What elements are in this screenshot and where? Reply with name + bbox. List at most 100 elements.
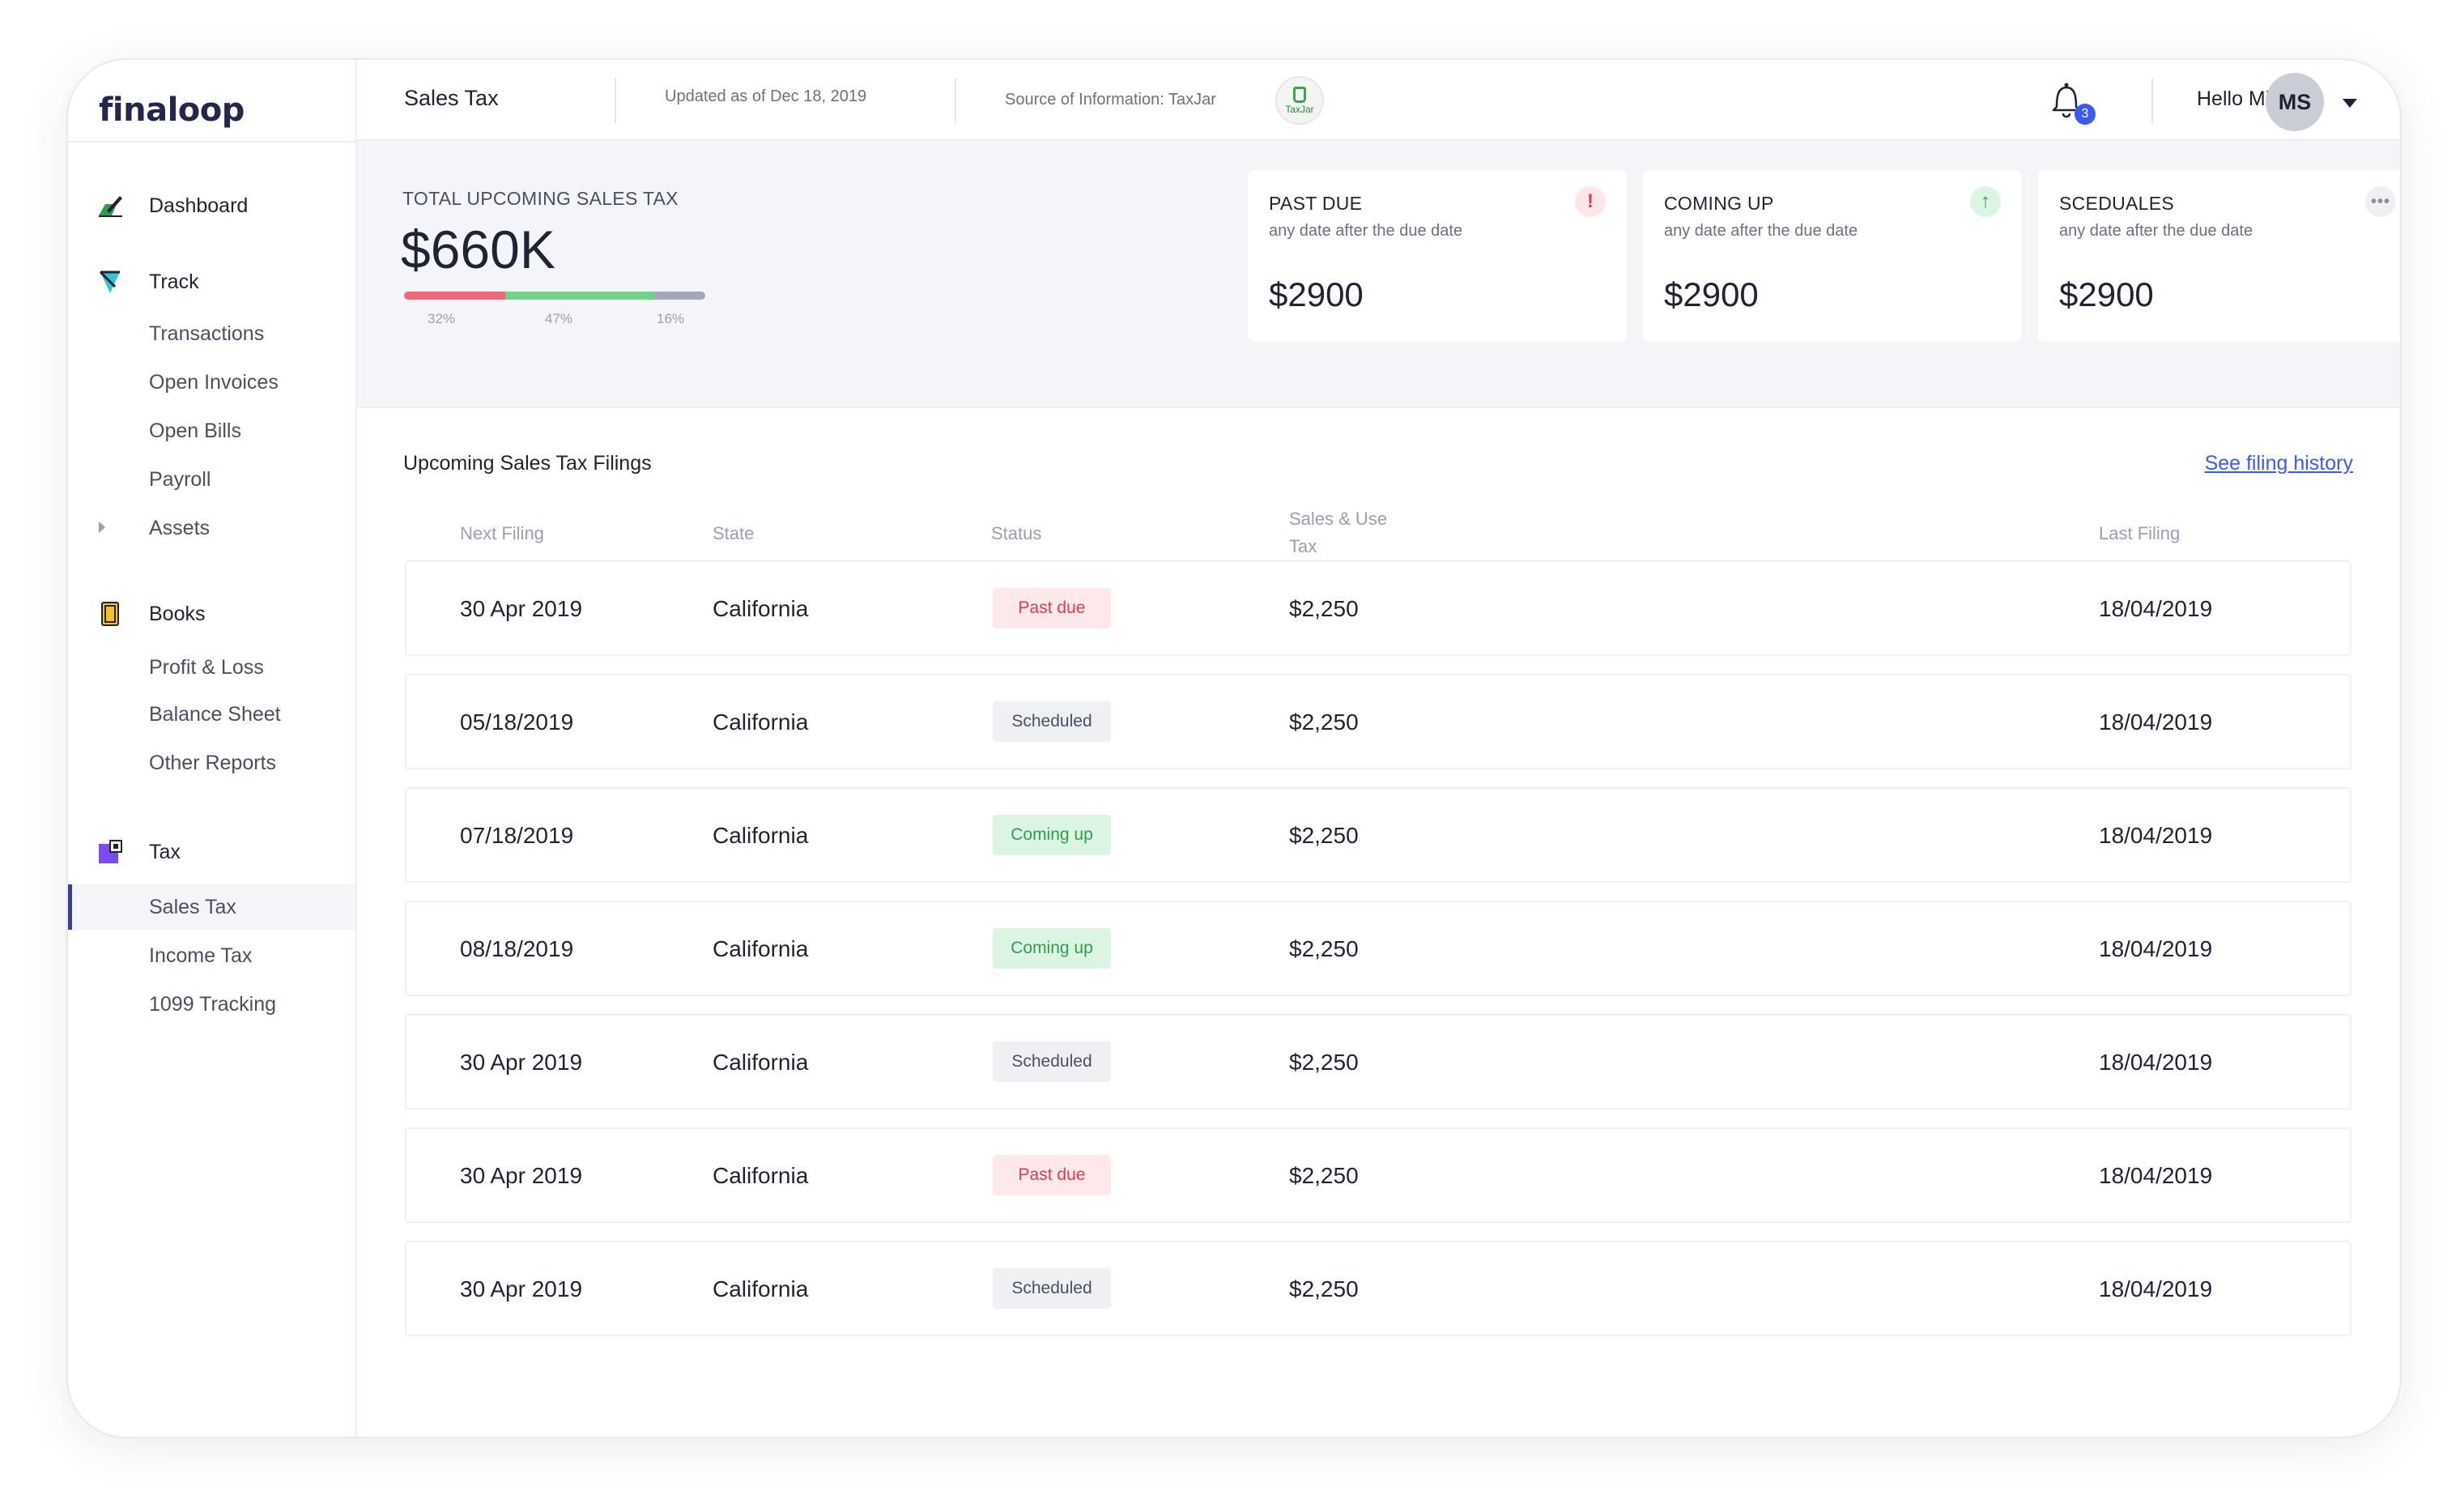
sidebar-item-label: Assets xyxy=(149,516,211,539)
sidebar-item-label: Transactions xyxy=(149,322,265,345)
sidebar-item-open-invoices[interactable]: Open Invoices xyxy=(68,360,355,405)
state-cell: California xyxy=(713,596,809,621)
scheduled-card[interactable]: SCEDUALES any date after the due date $2… xyxy=(2038,170,2400,342)
data-source: Source of Information: TaxJar xyxy=(1005,91,1216,109)
state-cell: California xyxy=(713,1163,809,1188)
sidebar-item-label: Balance Sheet xyxy=(149,702,281,726)
sidebar-item-income-tax[interactable]: Income Tax xyxy=(68,933,355,978)
divider xyxy=(2151,78,2153,123)
tax-amount-cell: $2,250 xyxy=(1289,1050,1359,1075)
table-row[interactable]: 30 Apr 2019 California $2,250 18/04/2019 Sch… xyxy=(405,1241,2351,1336)
track-icon xyxy=(96,267,125,296)
table-row[interactable]: 07/18/2019 California $2,250 18/04/2019 Comi… xyxy=(405,787,2351,883)
sidebar-section-label: Tax xyxy=(149,840,181,863)
next-filing-cell: 30 Apr 2019 xyxy=(460,1276,583,1301)
card-title: PAST DUE xyxy=(1269,193,1363,214)
taxjar-logo-text: TaxJar xyxy=(1285,103,1314,115)
card-value: $2900 xyxy=(1664,275,1759,313)
table-row[interactable]: 05/18/2019 California $2,250 18/04/2019 Sche… xyxy=(405,674,2351,769)
table-row[interactable]: 08/18/2019 California $2,250 18/04/2019 Comi… xyxy=(405,901,2351,996)
sidebar-item-profit-loss[interactable]: Profit & Loss xyxy=(68,645,355,690)
summary-panel: TOTAL UPCOMING SALES TAX $660K 32% 47% 1… xyxy=(357,141,2400,408)
sidebar-item-balance-sheet[interactable]: Balance Sheet xyxy=(68,692,355,737)
sidebar-item-label: Open Bills xyxy=(149,419,241,442)
table-row[interactable]: 30 Apr 2019 California $2,250 18/04/2019 Pas… xyxy=(405,1127,2351,1223)
column-header[interactable]: Status xyxy=(991,523,1042,543)
page-title: Sales Tax xyxy=(404,86,499,110)
tax-amount-cell: $2,250 xyxy=(1289,1276,1359,1301)
card-subtitle: any date after the due date xyxy=(2059,222,2253,240)
last-filing-cell: 18/04/2019 xyxy=(2099,1163,2213,1188)
sidebar-item-transactions[interactable]: Transactions xyxy=(68,311,355,356)
next-filing-cell: 05/18/2019 xyxy=(460,709,574,735)
sidebar-item-assets[interactable]: Assets xyxy=(68,505,355,551)
next-filing-cell: 08/18/2019 xyxy=(460,936,574,961)
breakdown-percent: 16% xyxy=(657,311,685,326)
total-value: $660K xyxy=(401,219,555,279)
sidebar-section-books[interactable]: Books xyxy=(68,598,355,630)
arrow-up-icon: ↑ xyxy=(1970,186,2001,217)
coming-up-card[interactable]: COMING UP any date after the due date $2… xyxy=(1643,170,2022,342)
card-title: COMING UP xyxy=(1664,193,1774,214)
last-filing-cell: 18/04/2019 xyxy=(2099,1050,2213,1075)
sidebar-item-label: Income Tax xyxy=(149,944,253,967)
column-header[interactable]: Last Filing xyxy=(2099,523,2181,543)
sidebar-item-label: Open Invoices xyxy=(149,370,279,394)
caret-right-icon[interactable] xyxy=(99,522,105,533)
table-row[interactable]: 30 Apr 2019 California $2,250 18/04/2019 Sch… xyxy=(405,1014,2351,1110)
card-value: $2900 xyxy=(2059,275,2154,313)
card-value: $2900 xyxy=(1269,275,1364,313)
more-icon[interactable]: ••• xyxy=(2365,186,2396,217)
next-filing-cell: 07/18/2019 xyxy=(460,823,574,848)
card-subtitle: any date after the due date xyxy=(1664,222,1858,240)
sidebar-section-label: Books xyxy=(149,602,206,625)
status-badge: Past due xyxy=(993,1155,1111,1195)
past-due-card[interactable]: PAST DUE any date after the due date $29… xyxy=(1248,170,1627,342)
table-row[interactable]: 30 Apr 2019 California $2,250 18/04/2019 Pas… xyxy=(405,560,2351,656)
divider xyxy=(68,141,355,143)
column-header[interactable]: State xyxy=(713,523,755,543)
breakdown-segment xyxy=(654,292,705,300)
column-header[interactable]: Tax xyxy=(1289,536,1317,556)
tax-breakdown-bar xyxy=(404,292,705,300)
last-updated: Updated as of Dec 18, 2019 xyxy=(665,87,867,105)
chevron-down-icon[interactable] xyxy=(2343,99,2357,108)
tax-amount-cell: $2,250 xyxy=(1289,936,1359,961)
status-badge: Past due xyxy=(993,588,1111,628)
sidebar: finaloop Dashboard Track xyxy=(68,60,357,1437)
status-badge: Coming up xyxy=(993,928,1111,969)
next-filing-cell: 30 Apr 2019 xyxy=(460,1050,583,1075)
sidebar-item-payroll[interactable]: Payroll xyxy=(68,457,355,502)
sidebar-section-track[interactable]: Track xyxy=(68,266,355,298)
avatar[interactable]: MS xyxy=(2266,73,2324,131)
tax-icon xyxy=(96,837,125,867)
column-header[interactable]: Next Filing xyxy=(460,523,544,543)
last-filing-cell: 18/04/2019 xyxy=(2099,823,2213,848)
next-filing-cell: 30 Apr 2019 xyxy=(460,596,583,621)
sidebar-item-sales-tax[interactable]: Sales Tax xyxy=(68,884,355,930)
tax-amount-cell: $2,250 xyxy=(1289,596,1359,621)
state-cell: California xyxy=(713,1050,809,1075)
section-title: Upcoming Sales Tax Filings xyxy=(403,452,652,475)
top-bar: Sales Tax Updated as of Dec 18, 2019 Sou… xyxy=(357,60,2400,141)
sidebar-item-1099-tracking[interactable]: 1099 Tracking xyxy=(68,982,355,1027)
status-badge: Scheduled xyxy=(993,1042,1111,1082)
sidebar-item-open-bills[interactable]: Open Bills xyxy=(68,408,355,454)
taxjar-logo: TaxJar xyxy=(1275,76,1324,125)
filing-history-link[interactable]: See filing history xyxy=(2204,452,2353,475)
dashboard-icon xyxy=(96,191,125,220)
sidebar-section-tax[interactable]: Tax xyxy=(68,836,355,868)
sidebar-item-label: Profit & Loss xyxy=(149,655,264,679)
sidebar-section-dashboard[interactable]: Dashboard xyxy=(68,190,355,222)
status-badge: Scheduled xyxy=(993,1268,1111,1309)
sidebar-item-other-reports[interactable]: Other Reports xyxy=(68,740,355,786)
state-cell: California xyxy=(713,709,809,735)
last-filing-cell: 18/04/2019 xyxy=(2099,1276,2213,1301)
jar-icon xyxy=(1293,86,1306,103)
sidebar-item-label: Sales Tax xyxy=(149,895,236,918)
column-header[interactable]: Sales & Use xyxy=(1289,509,1388,529)
breakdown-percent: 32% xyxy=(428,311,456,326)
logo[interactable]: finaloop xyxy=(99,92,245,129)
breakdown-segment xyxy=(505,292,655,300)
divider xyxy=(955,78,956,123)
